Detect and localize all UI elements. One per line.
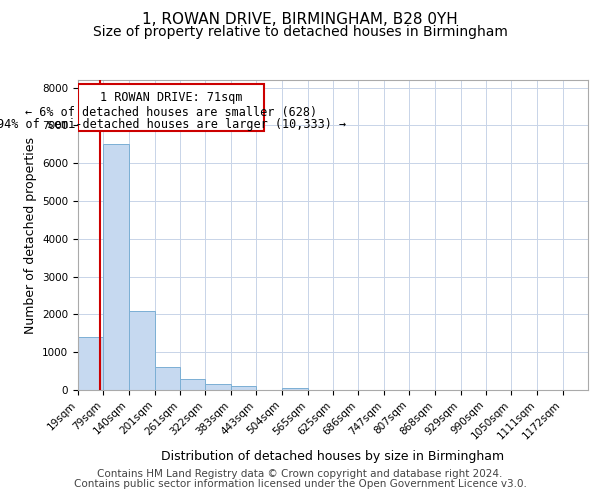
Y-axis label: Number of detached properties: Number of detached properties <box>23 136 37 334</box>
Bar <box>103 144 129 390</box>
Bar <box>129 310 155 390</box>
Bar <box>180 380 205 390</box>
Text: 94% of semi-detached houses are larger (10,333) →: 94% of semi-detached houses are larger (… <box>0 118 346 131</box>
Bar <box>282 388 308 390</box>
Text: 1 ROWAN DRIVE: 71sqm: 1 ROWAN DRIVE: 71sqm <box>100 91 242 104</box>
Bar <box>155 368 180 390</box>
Text: Size of property relative to detached houses in Birmingham: Size of property relative to detached ho… <box>92 25 508 39</box>
FancyBboxPatch shape <box>78 84 264 131</box>
Bar <box>78 337 103 390</box>
Bar <box>231 386 256 390</box>
Text: 1, ROWAN DRIVE, BIRMINGHAM, B28 0YH: 1, ROWAN DRIVE, BIRMINGHAM, B28 0YH <box>142 12 458 28</box>
Text: Contains public sector information licensed under the Open Government Licence v3: Contains public sector information licen… <box>74 479 526 489</box>
Text: ← 6% of detached houses are smaller (628): ← 6% of detached houses are smaller (628… <box>25 106 317 120</box>
X-axis label: Distribution of detached houses by size in Birmingham: Distribution of detached houses by size … <box>161 450 505 462</box>
Text: Contains HM Land Registry data © Crown copyright and database right 2024.: Contains HM Land Registry data © Crown c… <box>97 469 503 479</box>
Bar <box>205 384 231 390</box>
